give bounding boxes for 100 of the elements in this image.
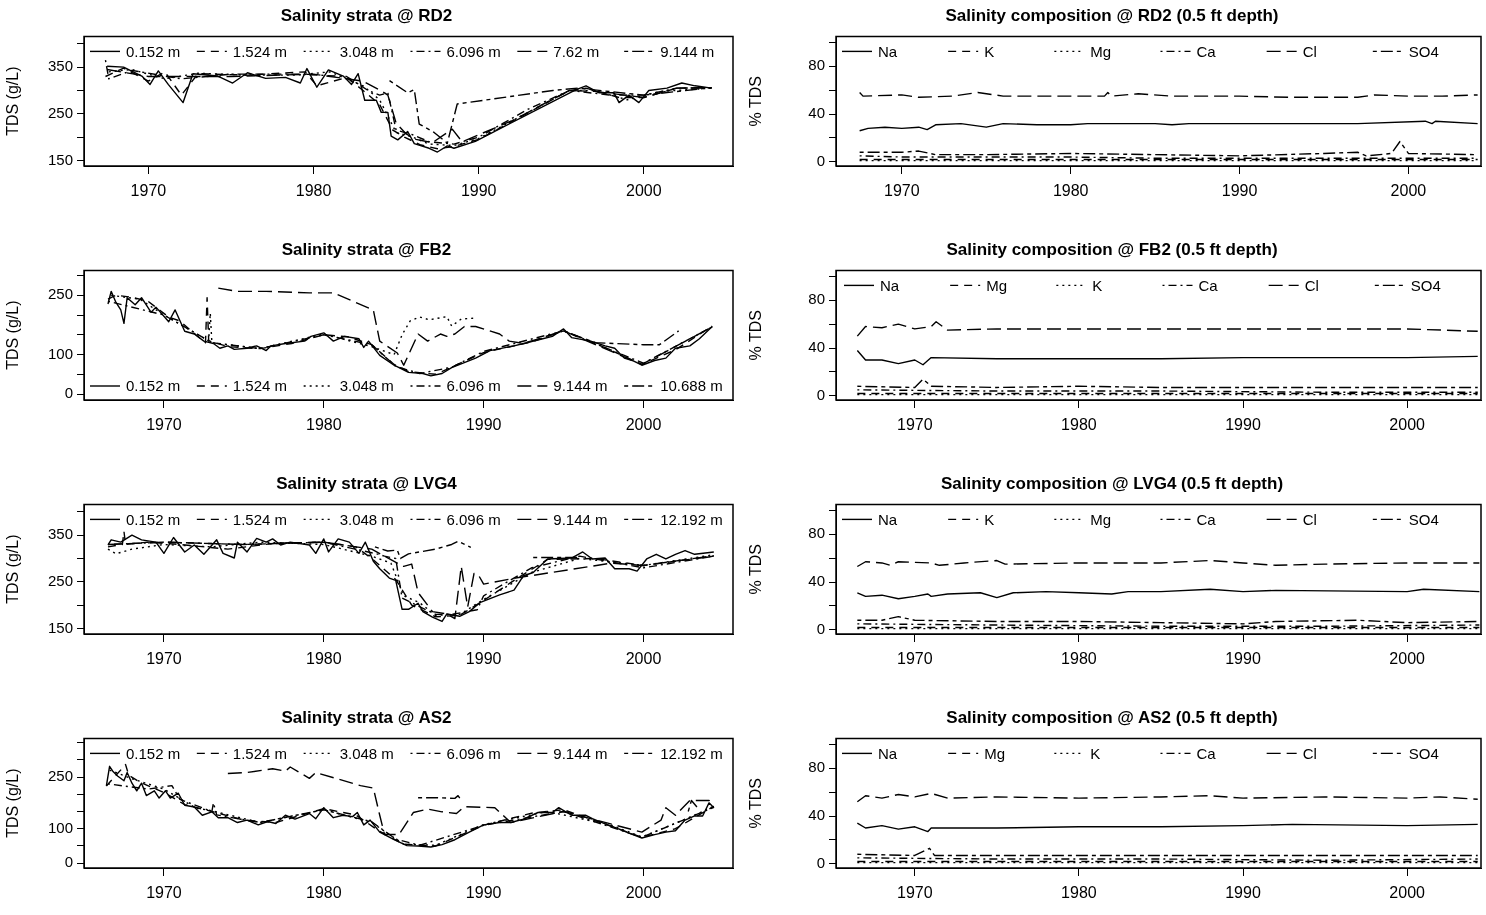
y-axis-title: TDS (g/L)	[4, 534, 22, 604]
legend-label: Cl	[1304, 276, 1319, 294]
legend-label: Ca	[1198, 276, 1219, 294]
x-tick-label: 2000	[626, 182, 662, 200]
legend-label: Na	[878, 510, 898, 528]
chart-title: Salinity strata @ AS2	[281, 707, 452, 727]
legend-label: 6.096 m	[446, 510, 501, 528]
x-tick-label: 2000	[1389, 884, 1426, 902]
y-tick-label: 150	[47, 618, 73, 636]
x-tick-label: 1990	[1221, 182, 1258, 200]
y-tick-label: 250	[47, 571, 73, 589]
legend-label: Cl	[1302, 42, 1317, 60]
y-axis-title: TDS (g/L)	[4, 300, 22, 370]
x-tick-label: 1990	[1225, 416, 1261, 434]
x-tick-label: 1990	[465, 884, 502, 902]
legend-label: 10.688 m	[660, 377, 723, 395]
legend-label: Na	[880, 276, 900, 294]
legend-label: Cl	[1302, 744, 1317, 762]
legend-label: Cl	[1302, 510, 1317, 528]
y-tick-label: 0	[816, 385, 825, 403]
y-tick-label: 40	[808, 806, 825, 824]
y-tick-label: 40	[808, 104, 825, 122]
x-tick-label: 1970	[130, 182, 167, 200]
legend-label: Mg	[986, 276, 1008, 294]
y-tick-label: 350	[47, 57, 73, 75]
legend-label: K	[1092, 276, 1103, 294]
chart-title: Salinity strata @ LVG4	[276, 473, 458, 493]
y-axis-title: % TDS	[747, 76, 765, 127]
x-tick-label: 1970	[146, 650, 182, 668]
legend-label: 0.152 m	[126, 377, 181, 395]
x-tick-label: 2000	[1389, 416, 1426, 434]
legend-label: K	[984, 510, 995, 528]
y-tick-label: 0	[816, 619, 825, 637]
y-tick-label: 80	[808, 56, 825, 74]
legend-label: SO4	[1410, 276, 1441, 294]
y-tick-label: 40	[808, 338, 825, 356]
legend-label: 0.152 m	[126, 42, 181, 60]
y-tick-label: 150	[47, 150, 73, 168]
legend-label: 9.144 m	[553, 510, 608, 528]
legend-label: 9.144 m	[660, 42, 715, 60]
x-tick-label: 1970	[896, 416, 933, 434]
x-tick-label: 2000	[625, 884, 662, 902]
legend-label: Mg	[984, 744, 1006, 762]
x-tick-label: 1980	[305, 416, 342, 434]
y-axis-title: % TDS	[747, 778, 765, 829]
x-tick-label: 2000	[625, 416, 662, 434]
legend-label: Ca	[1196, 744, 1217, 762]
x-tick-label: 1990	[460, 182, 497, 200]
chart-title: Salinity composition @ RD2 (0.5 ft depth)	[945, 5, 1279, 25]
y-axis-title: % TDS	[747, 544, 765, 595]
chart-title: Salinity composition @ FB2 (0.5 ft depth)	[946, 239, 1278, 259]
x-tick-label: 1970	[884, 182, 920, 200]
legend-label: 0.152 m	[126, 510, 181, 528]
y-tick-label: 100	[47, 344, 73, 362]
legend-label: K	[1090, 744, 1101, 762]
y-axis-title: TDS (g/L)	[4, 768, 22, 838]
x-tick-label: 1980	[1061, 884, 1097, 902]
legend-label: 6.096 m	[446, 744, 501, 762]
legend-label: 3.048 m	[339, 42, 394, 60]
legend-label: 3.048 m	[339, 377, 394, 395]
x-tick-label: 1980	[1052, 182, 1089, 200]
x-tick-label: 2000	[1389, 650, 1426, 668]
legend-label: 1.524 m	[232, 377, 288, 395]
legend-label: 9.144 m	[553, 744, 608, 762]
legend-label: 7.62 m	[553, 42, 600, 60]
y-tick-label: 250	[47, 285, 73, 303]
x-tick-label: 1970	[896, 650, 933, 668]
x-tick-label: 2000	[625, 650, 662, 668]
legend-label: 1.524 m	[232, 42, 288, 60]
legend-label: K	[984, 42, 995, 60]
legend-label: Na	[878, 42, 898, 60]
x-tick-label: 1970	[146, 884, 182, 902]
legend-label: 3.048 m	[339, 744, 394, 762]
legend-label: 3.048 m	[339, 510, 394, 528]
y-tick-label: 0	[816, 151, 825, 169]
x-tick-label: 1980	[1061, 650, 1097, 668]
legend-label: 9.144 m	[553, 377, 608, 395]
y-tick-label: 80	[808, 290, 825, 308]
legend-label: 12.192 m	[660, 744, 723, 762]
legend-label: 1.524 m	[232, 510, 288, 528]
x-tick-label: 1990	[1225, 650, 1261, 668]
legend-label: 1.524 m	[232, 744, 288, 762]
x-tick-label: 1980	[305, 650, 342, 668]
chart-title: Salinity composition @ LVG4 (0.5 ft depth)	[940, 473, 1284, 493]
y-tick-label: 250	[47, 103, 73, 121]
x-tick-label: 1990	[1225, 884, 1261, 902]
x-tick-label: 1980	[295, 182, 332, 200]
chart-title: Salinity strata @ FB2	[281, 239, 452, 259]
x-tick-label: 1970	[896, 884, 933, 902]
y-tick-label: 0	[64, 853, 73, 871]
legend-label: 0.152 m	[126, 744, 181, 762]
legend-label: 6.096 m	[446, 377, 501, 395]
legend-label: Na	[878, 744, 898, 762]
legend-label: Mg	[1090, 42, 1112, 60]
y-axis-title: TDS (g/L)	[4, 66, 22, 136]
y-tick-label: 250	[47, 767, 73, 785]
x-tick-label: 2000	[1390, 182, 1427, 200]
legend-label: Mg	[1090, 510, 1112, 528]
legend-label: Ca	[1196, 510, 1217, 528]
y-tick-label: 80	[808, 758, 825, 776]
